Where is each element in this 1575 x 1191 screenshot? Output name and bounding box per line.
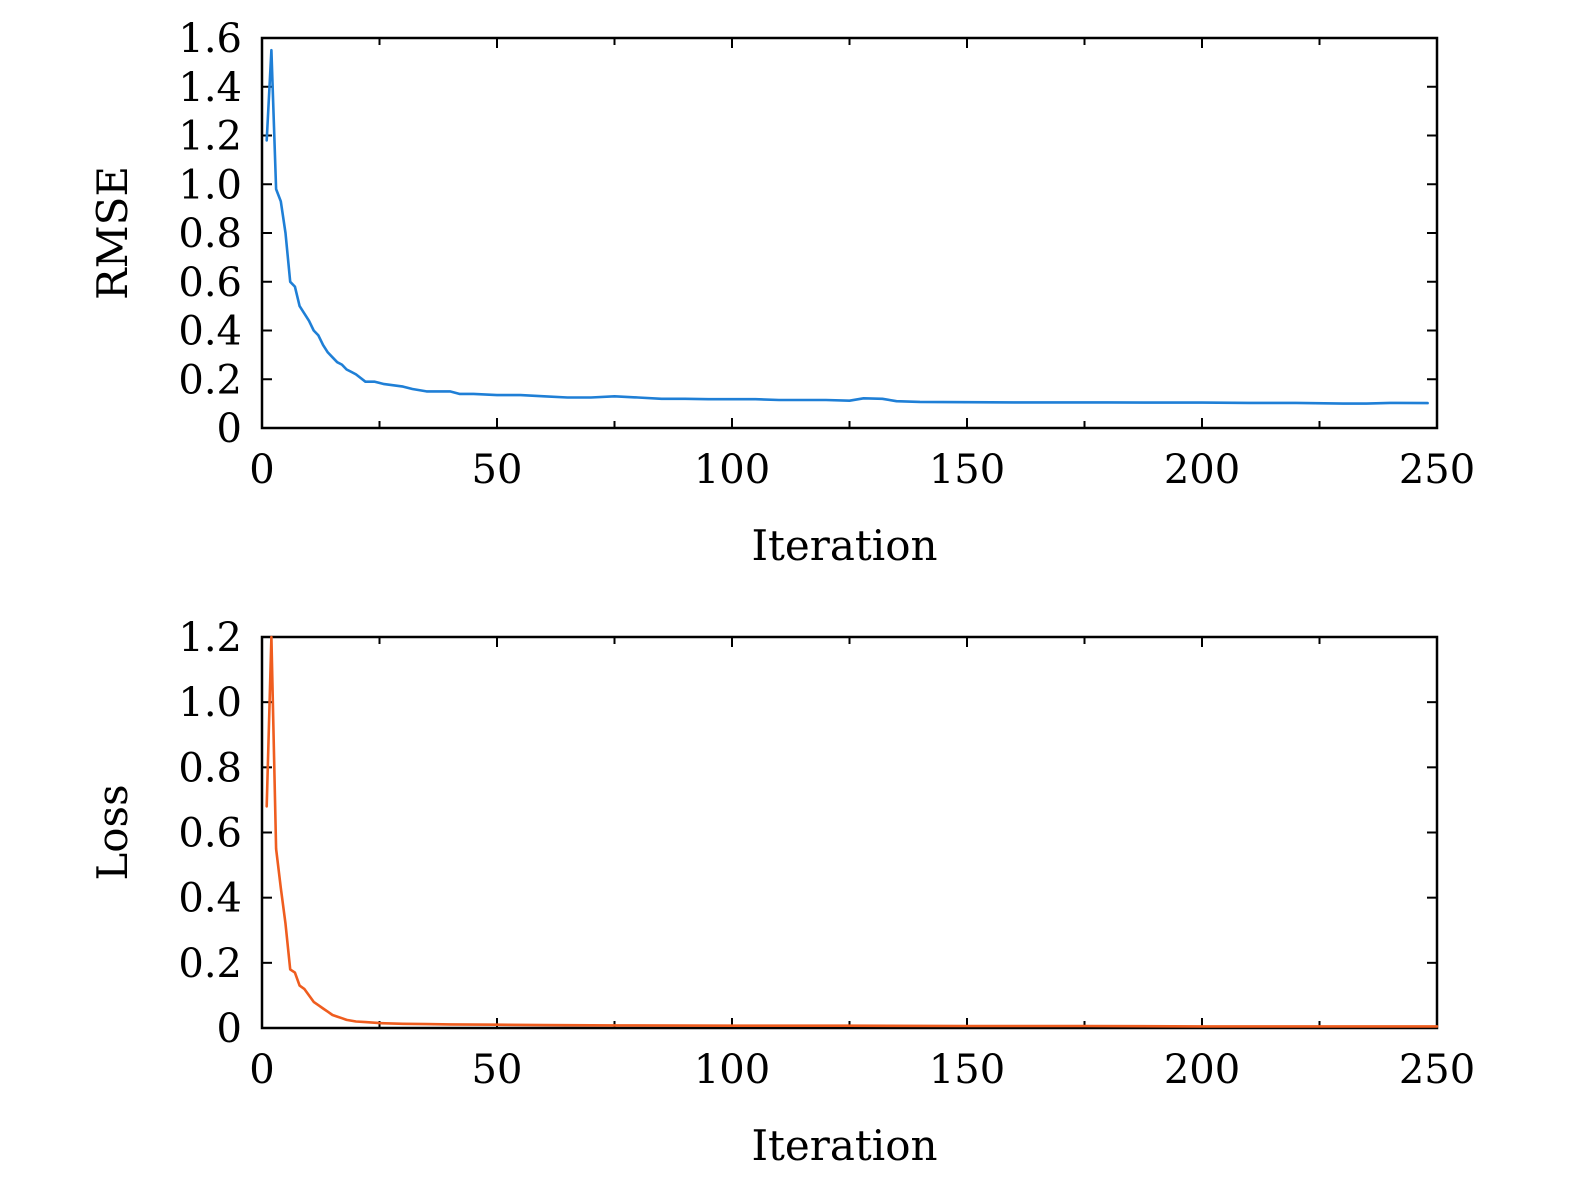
rmse-x-tick-label: 100 xyxy=(694,447,770,493)
rmse-y-tick-label: 1.4 xyxy=(178,65,242,111)
rmse-y-tick-label: 0.6 xyxy=(178,260,242,306)
rmse-chart: 0 50 100 150 200 250 00.20.40.60.81.01.21.41.6… xyxy=(88,16,1475,570)
loss-y-tick-label: 1.0 xyxy=(178,680,242,726)
rmse-y-tick-label: 0.2 xyxy=(178,357,242,403)
rmse-y-tick-label: 0.8 xyxy=(178,211,242,257)
rmse-x-tick-label: 0 xyxy=(249,447,274,493)
loss-y-tick-label: 0.4 xyxy=(178,876,242,922)
loss-x-tick-label: 250 xyxy=(1399,1047,1475,1093)
rmse-y-tick-label: 1.2 xyxy=(178,114,242,160)
loss-x-tick-label: 150 xyxy=(929,1047,1005,1093)
loss-chart: 0 50 100 150 200 250 0 0.2 0.4 0.6 0.8 1.0 1.2 Iterat… xyxy=(88,615,1475,1170)
rmse-y-tick-label: 1.0 xyxy=(178,162,242,208)
loss-y-tick-label: 0.8 xyxy=(178,745,242,791)
loss-x-axis-title: Iteration xyxy=(751,1121,937,1170)
rmse-x-axis-title: Iteration xyxy=(751,521,937,570)
loss-y-tick-label: 1.2 xyxy=(178,615,242,661)
loss-plot-frame xyxy=(260,635,1439,1030)
rmse-x-tick-label: 50 xyxy=(472,447,523,493)
rmse-x-tick-label: 250 xyxy=(1399,447,1475,493)
loss-x-tick-label: 200 xyxy=(1164,1047,1240,1093)
rmse-series-line xyxy=(265,48,1429,405)
rmse-y-axis-title: RMSE xyxy=(88,166,137,300)
loss-y-tick-label: 0.6 xyxy=(178,811,242,857)
loss-y-axis-title: Loss xyxy=(88,784,137,880)
loss-y-tick-label: 0.2 xyxy=(178,941,242,987)
loss-x-tick-label: 100 xyxy=(694,1047,770,1093)
rmse-plot-frame xyxy=(260,36,1439,430)
rmse-x-tick-label: 150 xyxy=(929,447,1005,493)
loss-x-tick-label: 50 xyxy=(472,1047,523,1093)
rmse-y-tick-label: 0.4 xyxy=(178,309,242,355)
loss-x-tick-label: 0 xyxy=(249,1047,274,1093)
rmse-x-tick-label: 200 xyxy=(1164,447,1240,493)
loss-series-line xyxy=(265,635,1439,1028)
rmse-y-tick-label: 1.6 xyxy=(178,16,242,62)
loss-y-tick-label: 0 xyxy=(217,1006,242,1052)
rmse-y-tick-label: 0 xyxy=(217,406,242,452)
